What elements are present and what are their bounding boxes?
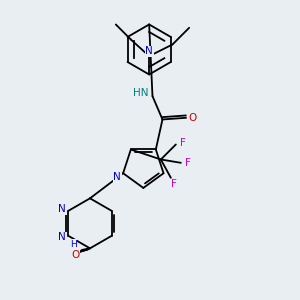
Text: F: F: [184, 158, 190, 168]
Text: N: N: [58, 204, 66, 214]
Text: N: N: [145, 46, 153, 56]
Text: O: O: [71, 250, 79, 260]
Text: N: N: [113, 172, 121, 182]
Text: N: N: [58, 232, 66, 242]
Text: F: F: [171, 179, 177, 190]
Text: HN: HN: [133, 88, 148, 98]
Text: H: H: [70, 240, 77, 249]
Text: F: F: [180, 138, 185, 148]
Text: O: O: [188, 113, 196, 123]
